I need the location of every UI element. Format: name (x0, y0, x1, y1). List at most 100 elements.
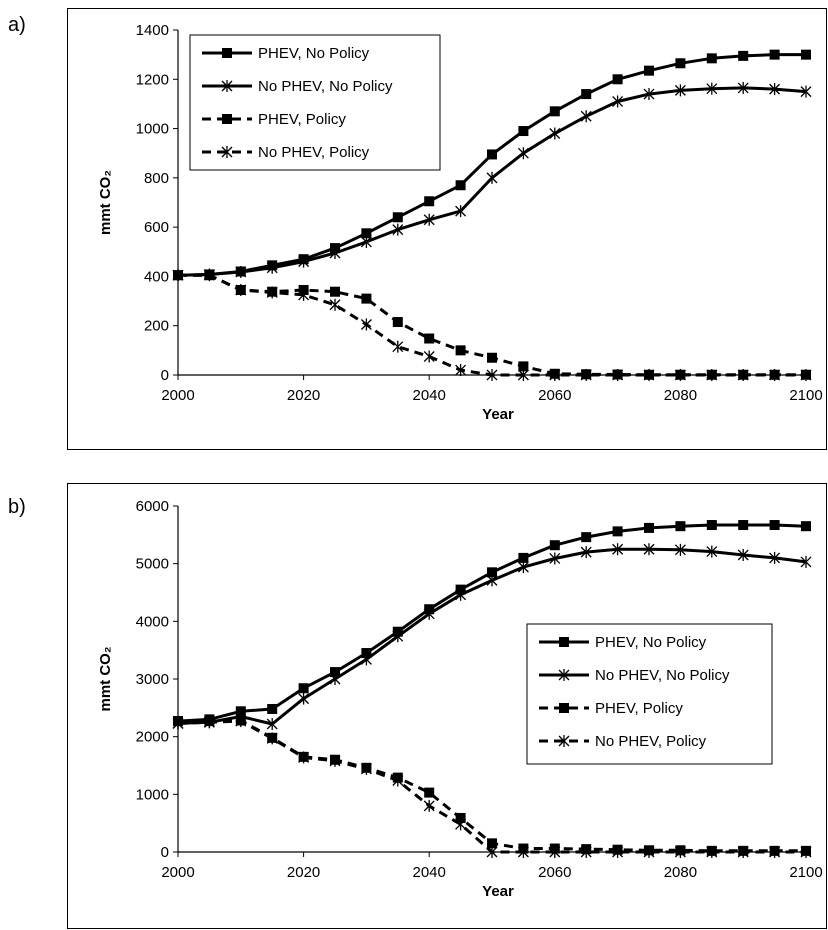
data-point (392, 223, 404, 236)
legend: PHEV, No Policy No PHEV, No Policy PHEV, P… (189, 34, 441, 171)
data-point (769, 49, 780, 60)
x-tick-label: 2100 (789, 864, 822, 881)
legend-marker (221, 146, 233, 158)
legend-label: No PHEV, No Policy (595, 667, 730, 684)
data-point (674, 84, 686, 97)
y-tick-label: 200 (144, 318, 169, 335)
data-point (612, 95, 624, 108)
data-point (517, 846, 529, 858)
data-point (737, 369, 749, 381)
data-point (612, 74, 623, 85)
legend-label: PHEV, Policy (258, 111, 346, 128)
y-tick-label: 4000 (136, 613, 169, 630)
data-point (769, 83, 781, 96)
chart-b: 0 1000 2000 3000 4000 5000 6000 2000 2020 2040 206… (97, 498, 823, 900)
data-point (518, 361, 529, 372)
data-point (706, 82, 718, 95)
data-point (549, 127, 561, 140)
data-point (674, 846, 686, 858)
y-tick-label: 400 (144, 268, 169, 285)
data-point (203, 269, 215, 282)
data-point (643, 88, 655, 101)
data-point (266, 286, 278, 299)
data-point (518, 552, 529, 563)
x-axis-label: Year (482, 406, 514, 423)
data-point (612, 846, 624, 858)
y-tick-label: 1400 (136, 22, 169, 39)
data-point (330, 667, 340, 678)
data-point (487, 352, 497, 363)
x-tick-label: 2000 (161, 387, 194, 404)
data-point (423, 799, 435, 812)
data-point (298, 255, 310, 268)
data-point (329, 754, 341, 767)
y-tick-label: 600 (144, 219, 169, 236)
data-point (800, 846, 812, 858)
y-tick-label: 1000 (136, 121, 169, 138)
data-point (549, 106, 560, 117)
data-point (267, 703, 278, 714)
data-point (518, 126, 529, 137)
x-tick-label: 2080 (664, 864, 697, 881)
data-point (361, 293, 372, 304)
data-point (424, 333, 435, 344)
data-point (361, 648, 372, 659)
legend-marker (222, 114, 232, 124)
data-point (706, 520, 717, 531)
data-point (643, 543, 655, 556)
legend-marker (558, 669, 570, 681)
data-point (706, 846, 718, 858)
y-tick-label: 2000 (136, 729, 169, 746)
data-point (644, 65, 654, 76)
data-point (235, 283, 247, 296)
data-point (644, 522, 654, 533)
data-point (580, 110, 592, 123)
data-point (769, 520, 780, 531)
data-point (706, 545, 718, 558)
legend-box (526, 623, 773, 765)
y-tick-label: 0 (161, 367, 169, 384)
legend-marker (559, 637, 569, 647)
series-2 (172, 81, 812, 282)
data-point (455, 818, 467, 831)
data-point (487, 567, 497, 578)
y-tick-label: 5000 (136, 556, 169, 573)
y-tick-label: 1200 (136, 71, 169, 88)
data-point (266, 717, 278, 730)
series-4 (172, 715, 812, 858)
x-tick-label: 2060 (538, 864, 571, 881)
data-point (360, 762, 372, 775)
data-point (643, 846, 655, 858)
data-point (517, 369, 529, 381)
x-tick-label: 2040 (413, 387, 446, 404)
data-point (738, 520, 749, 531)
data-point (329, 673, 341, 685)
data-point (612, 543, 624, 556)
legend-label: PHEV, No Policy (258, 45, 370, 62)
data-point (455, 180, 466, 191)
data-point (392, 340, 404, 353)
data-point (235, 715, 247, 728)
data-point (361, 228, 372, 239)
data-point (737, 549, 749, 562)
x-tick-label: 2020 (287, 387, 320, 404)
data-point (486, 846, 498, 858)
data-point (203, 716, 215, 729)
data-point (580, 846, 592, 858)
data-point (360, 235, 372, 248)
data-point (580, 546, 592, 559)
data-point (487, 149, 497, 160)
data-point (769, 846, 781, 858)
legend-marker (221, 80, 233, 92)
x-axis-label: Year (482, 883, 514, 900)
data-point (581, 89, 592, 100)
data-point (769, 551, 781, 564)
data-point (800, 85, 812, 98)
x-tick-label: 2000 (161, 864, 194, 881)
data-point (298, 288, 310, 301)
data-point (392, 630, 404, 643)
chart-frame-a (67, 8, 827, 450)
data-point (486, 171, 498, 184)
data-point (801, 49, 811, 60)
